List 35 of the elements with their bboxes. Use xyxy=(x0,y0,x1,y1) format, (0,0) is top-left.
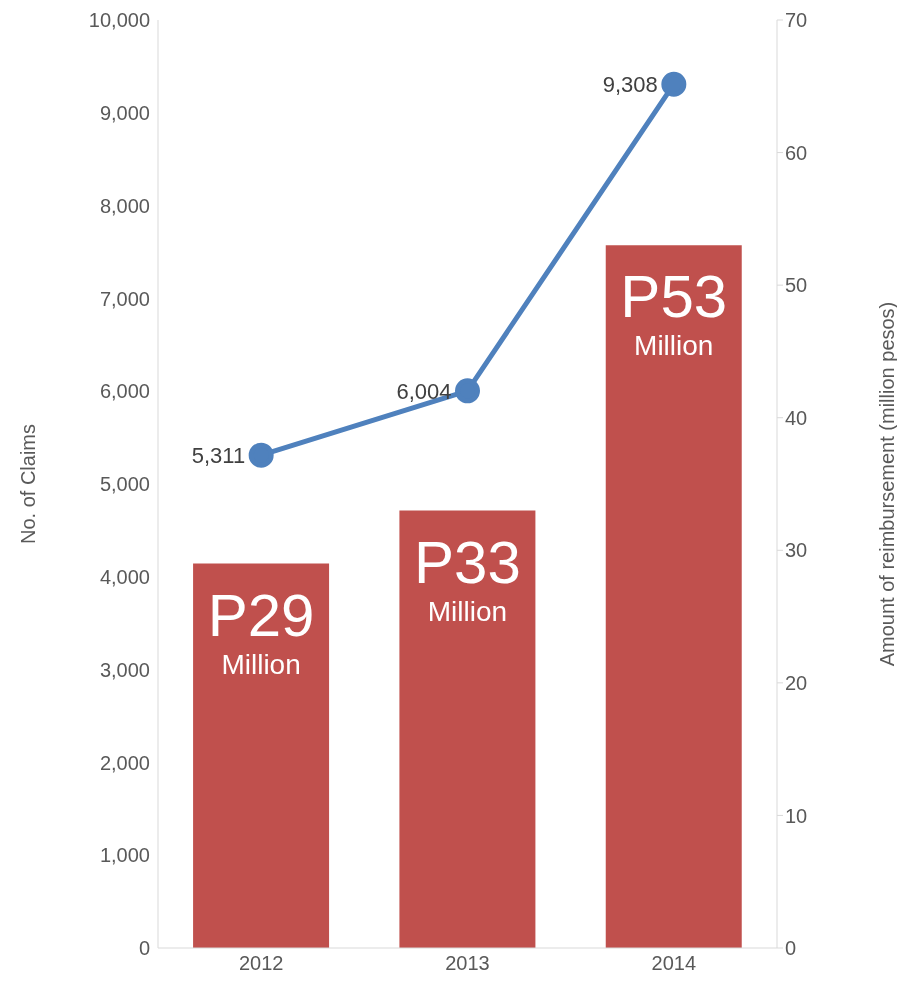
y2-tick-label: 70 xyxy=(785,9,808,32)
data-label: 5,311 xyxy=(191,443,246,469)
y-tick-label: 1,000 xyxy=(99,844,150,867)
y2-tick-label: 60 xyxy=(785,141,808,164)
data-label: 6,004 xyxy=(396,378,452,404)
y-tick-label: 8,000 xyxy=(99,194,150,217)
point xyxy=(455,378,480,404)
y-tick-label: 2,000 xyxy=(99,751,150,774)
x-tick-label: 2013 xyxy=(445,952,490,975)
bar xyxy=(399,510,536,948)
y2-tick-label: 30 xyxy=(785,539,808,562)
y2-tick-label: 20 xyxy=(785,671,808,694)
y2-tick-label: 10 xyxy=(785,804,808,827)
point xyxy=(248,442,274,468)
y-tick-label: 7,000 xyxy=(99,287,150,310)
bar xyxy=(193,563,330,948)
data-label: P53 Million xyxy=(620,263,728,362)
data-label: 9,308 xyxy=(602,72,658,98)
y2-tick-label: 40 xyxy=(785,406,808,429)
x-tick-label: 2012 xyxy=(238,952,284,975)
y-tick-label: 0 xyxy=(138,937,150,960)
y-axis-title: No. of Claims xyxy=(17,423,40,545)
data-label: P29 Million xyxy=(207,581,315,680)
data-label: P33 Million xyxy=(414,528,521,627)
y-tick-label: 3,000 xyxy=(99,658,150,681)
y-tick-label: 6,000 xyxy=(99,380,150,403)
y-tick-label: 5,000 xyxy=(99,473,150,496)
bar xyxy=(605,245,742,948)
x-tick-label: 2014 xyxy=(651,952,697,975)
point xyxy=(661,71,687,97)
y-tick-label: 9,000 xyxy=(99,101,150,124)
y-tick-label: 4,000 xyxy=(99,565,150,588)
y2-tick-label: 0 xyxy=(785,937,797,960)
y2-tick-label: 50 xyxy=(785,274,808,297)
y-tick-label: 10,000 xyxy=(88,9,150,32)
